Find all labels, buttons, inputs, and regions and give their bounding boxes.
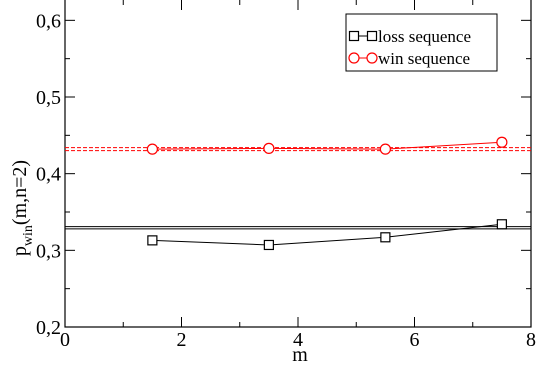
legend-label: loss sequence [378, 27, 471, 46]
x-tick-label: 4 [293, 329, 303, 351]
series-line [152, 141, 502, 150]
legend-marker [348, 52, 360, 64]
data-point [146, 143, 158, 155]
y-axis-label: pwin(m,n=2) [9, 160, 36, 256]
data-point [263, 239, 274, 251]
x-tick-label: 6 [410, 329, 420, 351]
x-axis-label: m [292, 344, 308, 366]
data-point [380, 232, 391, 243]
y-tick-label: 0,3 [36, 240, 61, 262]
y-tick-label: 0,6 [36, 10, 61, 32]
data-point [496, 136, 508, 148]
x-tick-label: 8 [526, 329, 536, 351]
data-point [379, 143, 391, 155]
data-point [147, 235, 158, 246]
x-tick-label: 2 [177, 329, 187, 351]
plot-area: 0 2 4 6 8 0,2 0,3 0,4 0,5 0,6 [36, 0, 536, 351]
data-point [263, 142, 275, 154]
legend: loss sequence win sequence [345, 13, 498, 72]
series-line [152, 223, 502, 246]
legend-marker [366, 30, 378, 42]
legend-label: win sequence [378, 49, 470, 68]
y-tick-label: 0,2 [36, 317, 61, 339]
y-tick-label: 0,5 [36, 87, 61, 109]
x-tick-label: 0 [60, 329, 70, 351]
legend-marker [348, 30, 360, 42]
data-point [496, 219, 507, 230]
legend-marker [366, 52, 378, 64]
y-tick-label: 0,4 [36, 164, 61, 186]
